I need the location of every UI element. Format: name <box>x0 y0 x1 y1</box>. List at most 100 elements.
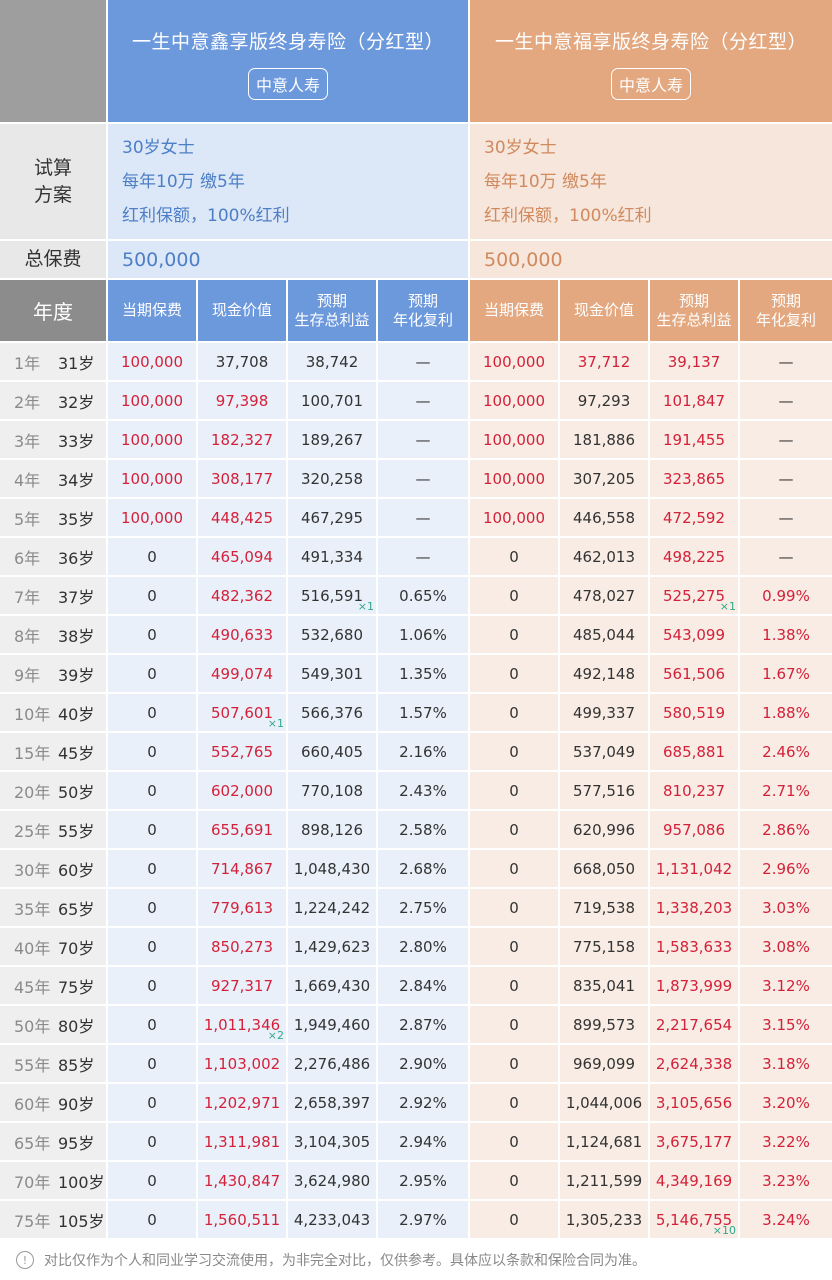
cell-value: 0 <box>509 1093 519 1112</box>
cell-value: 660,405 <box>300 742 364 761</box>
product-b-premium: 0 <box>470 538 560 577</box>
year-age-cell: 65年 95岁 <box>0 1123 108 1162</box>
year-age-cell: 60年 90岁 <box>0 1084 108 1123</box>
product-b-irr: — <box>740 460 832 499</box>
product-b-irr: — <box>740 343 832 382</box>
product-a-survival-benefit: 467,295 <box>288 499 378 538</box>
insured-age: 35岁 <box>58 509 95 529</box>
product-b-irr: 3.03% <box>740 889 832 928</box>
cell-value: 1,338,203 <box>655 898 733 917</box>
table-row: 1年 31岁 100,000 37,708 38,742 — 100,000 37,712 39… <box>0 343 832 382</box>
cell-value: 1,305,233 <box>565 1210 643 1229</box>
product-b-survival-benefit: 2,624,338 <box>650 1045 740 1084</box>
product-a-premium: 0 <box>108 1201 198 1240</box>
cell-value: 181,886 <box>572 430 636 449</box>
cell-value: 620,996 <box>572 820 636 839</box>
table-row: 25年 55岁 0 655,691 898,126 2.58% 0 620,996 957,08… <box>0 811 832 850</box>
policy-year: 3年 <box>14 431 41 451</box>
cell-value: 0 <box>147 820 157 839</box>
insured-age: 45岁 <box>58 743 95 763</box>
cell-value: 0 <box>147 742 157 761</box>
product-a-irr: 0.65% <box>378 577 470 616</box>
cell-value: 467,295 <box>300 508 364 527</box>
cell-value: 1,131,042 <box>655 859 733 878</box>
cell-value: 2.96% <box>762 859 810 878</box>
product-b-premium: 0 <box>470 928 560 967</box>
table-row: 7年 37岁 0 482,362 516,591 ×1 0.65% 0 478,027 525,2… <box>0 577 832 616</box>
cell-value: — <box>415 469 431 488</box>
product-b-survival-benefit: 1,583,633 <box>650 928 740 967</box>
product-b-cash-value: 1,124,681 <box>560 1123 650 1162</box>
cell-value: 38,742 <box>305 352 359 371</box>
table-row: 75年 105岁 0 1,560,511 4,233,043 2.97% 0 1,305,23… <box>0 1201 832 1240</box>
product-a-irr: 2.16% <box>378 733 470 772</box>
cell-value: 3,104,305 <box>293 1132 371 1151</box>
product-b-premium: 0 <box>470 1045 560 1084</box>
product-a-premium: 100,000 <box>108 499 198 538</box>
product-a-title: 一生中意鑫享版终身寿险（分红型） <box>131 30 444 53</box>
year-age-cell: 25年 55岁 <box>0 811 108 850</box>
cell-value: 2.16% <box>399 742 447 761</box>
product-b-cash-value: 899,573 <box>560 1006 650 1045</box>
table-row: 60年 90岁 0 1,202,971 2,658,397 2.92% 0 1,044,006… <box>0 1084 832 1123</box>
product-a-irr: — <box>378 538 470 577</box>
cell-value: 472,592 <box>662 508 726 527</box>
product-b-premium: 0 <box>470 577 560 616</box>
cell-value: 0 <box>509 547 519 566</box>
product-a-survival-benefit: 100,701 <box>288 382 378 421</box>
product-a-irr: 1.06% <box>378 616 470 655</box>
cell-value: 3.23% <box>762 1171 810 1190</box>
cell-value: 39,137 <box>667 352 721 371</box>
insured-age: 50岁 <box>58 782 95 802</box>
cell-value: — <box>415 352 431 371</box>
product-b-cash-value: 446,558 <box>560 499 650 538</box>
cell-value: 2.90% <box>399 1054 447 1073</box>
product-b-survival-benefit: 1,338,203 <box>650 889 740 928</box>
insured-age: 31岁 <box>58 353 95 373</box>
product-a-cash-value: 1,011,346 ×2 <box>198 1006 288 1045</box>
year-age-cell: 3年 33岁 <box>0 421 108 460</box>
product-b-cash-value: 181,886 <box>560 421 650 460</box>
cell-value: 714,867 <box>210 859 274 878</box>
policy-year: 4年 <box>14 470 41 490</box>
table-row: 45年 75岁 0 927,317 1,669,430 2.84% 0 835,041 1,87… <box>0 967 832 1006</box>
product-b-cash-value: 478,027 <box>560 577 650 616</box>
product-b-company-badge: 中意人寿 <box>610 67 691 100</box>
product-a-premium: 0 <box>108 850 198 889</box>
cell-value: 0 <box>509 1015 519 1034</box>
cell-value: 1,048,430 <box>293 859 371 878</box>
cell-value: 1,949,460 <box>293 1015 371 1034</box>
product-b-irr: 3.20% <box>740 1084 832 1123</box>
product-a-cash-value: 465,094 <box>198 538 288 577</box>
info-icon: ! <box>16 1251 34 1269</box>
cell-value: 1,429,623 <box>293 937 371 956</box>
policy-year: 8年 <box>14 626 41 646</box>
product-a-irr: — <box>378 343 470 382</box>
policy-year: 2年 <box>14 392 41 412</box>
b-col-irr: 预期 年化复利 <box>740 280 832 343</box>
product-b-survival-benefit: 957,086 <box>650 811 740 850</box>
product-b-survival-benefit: 4,349,169 <box>650 1162 740 1201</box>
product-b-irr: — <box>740 499 832 538</box>
table-row: 55年 85岁 0 1,103,002 2,276,486 2.90% 0 969,099 2,… <box>0 1045 832 1084</box>
product-b-irr: 2.96% <box>740 850 832 889</box>
product-a-cash-value: 1,311,981 <box>198 1123 288 1162</box>
cell-value: 2.97% <box>399 1210 447 1229</box>
cell-value: 1,560,511 <box>203 1210 281 1229</box>
product-b-survival-benefit: 39,137 <box>650 343 740 382</box>
policy-year: 10年 <box>14 704 51 724</box>
a-col-cash-value: 现金价值 <box>198 280 288 343</box>
cell-value: 0 <box>509 742 519 761</box>
product-a-cash-value: 927,317 <box>198 967 288 1006</box>
cell-value: 899,573 <box>572 1015 636 1034</box>
policy-year: 75年 <box>14 1211 51 1231</box>
cell-value: 1,011,346 <box>203 1015 281 1034</box>
cell-value: — <box>778 469 794 488</box>
table-row: 65年 95岁 0 1,311,981 3,104,305 2.94% 0 1,124,681… <box>0 1123 832 1162</box>
product-a-cash-value: 552,765 <box>198 733 288 772</box>
product-a-irr: 2.80% <box>378 928 470 967</box>
cell-value: 927,317 <box>210 976 274 995</box>
product-b-irr: 1.88% <box>740 694 832 733</box>
product-a-survival-benefit: 770,108 <box>288 772 378 811</box>
cell-value: — <box>778 352 794 371</box>
